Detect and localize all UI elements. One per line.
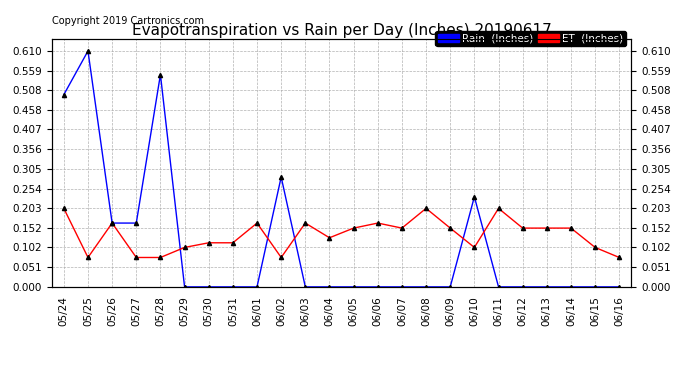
Rain  (Inches) [84, 49, 92, 53]
ET  (Inches) [446, 226, 454, 230]
Rain  (Inches) [204, 285, 213, 289]
Line: Rain  (Inches): Rain (Inches) [61, 49, 622, 289]
Rain  (Inches) [374, 285, 382, 289]
Rain  (Inches) [326, 285, 334, 289]
ET  (Inches) [59, 206, 68, 211]
Rain  (Inches) [446, 285, 454, 289]
Rain  (Inches) [132, 221, 141, 225]
Rain  (Inches) [253, 285, 261, 289]
Rain  (Inches) [59, 92, 68, 97]
ET  (Inches) [108, 221, 116, 225]
Rain  (Inches) [349, 285, 357, 289]
ET  (Inches) [180, 245, 188, 250]
ET  (Inches) [349, 226, 357, 230]
Text: Copyright 2019 Cartronics.com: Copyright 2019 Cartronics.com [52, 16, 204, 26]
Legend: Rain  (Inches), ET  (Inches): Rain (Inches), ET (Inches) [435, 31, 626, 46]
ET  (Inches) [374, 221, 382, 225]
ET  (Inches) [277, 255, 286, 260]
Rain  (Inches) [615, 285, 624, 289]
ET  (Inches) [519, 226, 527, 230]
Rain  (Inches) [422, 285, 431, 289]
ET  (Inches) [84, 255, 92, 260]
ET  (Inches) [253, 221, 261, 225]
ET  (Inches) [204, 240, 213, 245]
Rain  (Inches) [180, 285, 188, 289]
ET  (Inches) [326, 236, 334, 240]
ET  (Inches) [494, 206, 502, 211]
ET  (Inches) [422, 206, 431, 211]
ET  (Inches) [229, 240, 237, 245]
Rain  (Inches) [156, 72, 165, 77]
Rain  (Inches) [543, 285, 551, 289]
Rain  (Inches) [591, 285, 599, 289]
ET  (Inches) [615, 255, 624, 260]
ET  (Inches) [397, 226, 406, 230]
ET  (Inches) [591, 245, 599, 250]
Line: ET  (Inches): ET (Inches) [61, 206, 622, 260]
Rain  (Inches) [397, 285, 406, 289]
Rain  (Inches) [519, 285, 527, 289]
ET  (Inches) [567, 226, 575, 230]
ET  (Inches) [156, 255, 165, 260]
Rain  (Inches) [301, 285, 309, 289]
Rain  (Inches) [229, 285, 237, 289]
Rain  (Inches) [567, 285, 575, 289]
ET  (Inches) [132, 255, 141, 260]
Title: Evapotranspiration vs Rain per Day (Inches) 20190617: Evapotranspiration vs Rain per Day (Inch… [132, 23, 551, 38]
ET  (Inches) [301, 221, 309, 225]
Rain  (Inches) [494, 285, 502, 289]
ET  (Inches) [470, 245, 478, 250]
Rain  (Inches) [470, 195, 478, 199]
Rain  (Inches) [277, 175, 286, 179]
ET  (Inches) [543, 226, 551, 230]
Rain  (Inches) [108, 221, 116, 225]
